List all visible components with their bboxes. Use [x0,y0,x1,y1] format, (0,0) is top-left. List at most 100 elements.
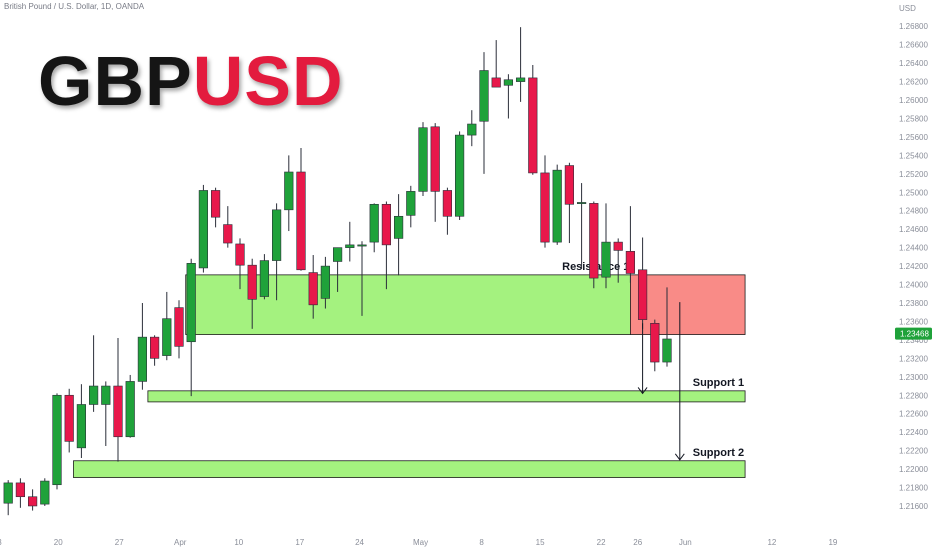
candle-body [650,322,660,363]
candle[interactable] [162,291,172,361]
candle[interactable] [247,258,257,329]
candle[interactable] [491,40,501,88]
candle[interactable] [64,388,74,453]
candle[interactable] [564,162,574,244]
zone-label-support-2: Support 2 [693,447,744,459]
candle-body [64,394,74,442]
time-tick-label: 26 [633,538,642,547]
candle-body [540,172,550,243]
currency-label: USD [899,4,916,13]
candle[interactable] [40,478,50,506]
candle[interactable] [528,64,538,175]
candle-body [332,247,343,262]
candle[interactable] [650,319,660,372]
candle[interactable] [101,381,111,446]
candle[interactable] [125,374,135,438]
candle[interactable] [467,110,477,147]
candle[interactable] [332,247,343,292]
candle[interactable] [369,203,379,253]
candle[interactable] [418,122,428,196]
candle-body [393,215,404,239]
price-tick-label: 1.23800 [899,299,928,308]
candle[interactable] [186,258,196,397]
candle-body [369,203,379,243]
candle-body [589,203,599,279]
candle[interactable] [357,241,367,316]
candle-body [515,77,526,82]
candle-body [235,243,245,266]
candle[interactable] [430,123,440,222]
last-price-tag: 1.23468 [895,327,932,340]
candle[interactable] [320,256,331,309]
candle[interactable] [442,187,453,235]
candle-body [662,338,672,363]
candle[interactable] [198,184,209,273]
price-tick-label: 1.22000 [899,465,928,474]
candle[interactable] [52,393,62,490]
candle-body [40,480,50,505]
candle[interactable] [150,335,160,366]
candle-body [430,126,440,192]
candle-body [76,404,86,449]
time-tick-label: 22 [597,538,606,547]
candle-body [198,190,209,269]
candle[interactable] [662,287,672,367]
candle[interactable] [454,131,465,220]
candle[interactable] [89,335,99,412]
candle[interactable] [308,255,318,319]
price-tick-label: 1.24200 [899,262,928,271]
candle[interactable] [259,254,270,300]
candle[interactable] [540,155,550,248]
candle-body [528,77,538,174]
candle[interactable] [223,206,233,248]
candle-body [89,385,99,405]
candle[interactable] [271,203,282,301]
candle[interactable] [552,164,562,245]
candle[interactable] [296,148,306,271]
time-tick-label: 19 [828,538,837,547]
candle[interactable] [3,480,13,516]
candle-body [125,381,135,438]
candle[interactable] [613,238,623,283]
candle[interactable] [27,489,38,511]
candle[interactable] [15,478,26,508]
candle[interactable] [345,221,355,262]
target-arrow [674,302,685,461]
target-zone[interactable] [630,274,746,335]
last-price-tag-background [895,327,932,340]
candle[interactable] [284,155,294,232]
candle-body [467,123,477,136]
candle[interactable] [637,237,648,329]
candle[interactable] [137,303,148,390]
candle-body [637,269,648,320]
candle[interactable] [235,238,245,290]
candle[interactable] [601,203,611,289]
candle[interactable] [589,201,599,289]
price-tick-label: 1.24400 [899,244,928,253]
candle[interactable] [211,187,221,228]
candle-body [271,209,282,261]
candle[interactable] [76,384,86,458]
target-arrow [637,323,648,395]
candle[interactable] [515,27,526,102]
candle[interactable] [113,338,123,462]
candle[interactable] [625,206,635,283]
candle[interactable] [576,183,587,269]
candle[interactable] [406,185,416,228]
zone-support-2[interactable] [73,460,746,478]
price-tick-label: 1.22600 [899,410,928,419]
pair-quote-currency: USD [192,42,344,120]
price-tick-label: 1.22200 [899,447,928,456]
candle[interactable] [174,300,184,359]
zone-support-1[interactable] [147,390,746,403]
candle[interactable] [393,194,404,276]
candle[interactable] [381,201,392,290]
time-tick-label: 20 [54,538,63,547]
time-tick-label: May [413,538,428,547]
price-axis[interactable]: USD 1.26800 1.26600 1.26400 1.26200 1.26000 1… [899,4,928,511]
time-tick-label: Apr [174,538,187,547]
candle[interactable] [479,52,489,174]
candle[interactable] [503,74,514,119]
time-axis[interactable]: 13 20 27 Apr 10 17 24 May 8 15 22 26 Jun 12 19 [0,538,838,547]
